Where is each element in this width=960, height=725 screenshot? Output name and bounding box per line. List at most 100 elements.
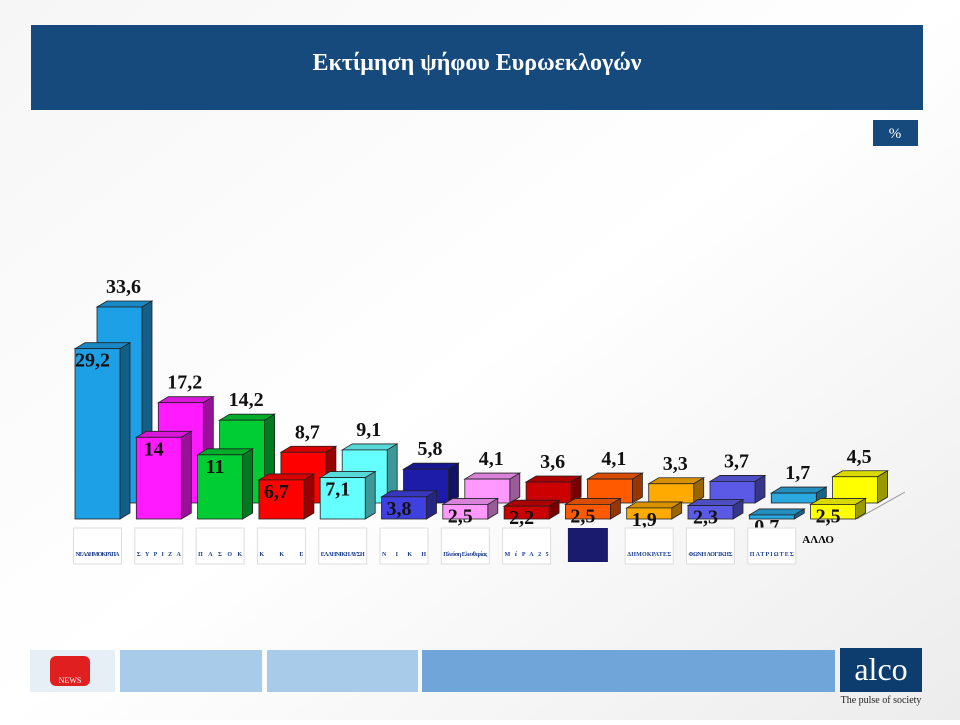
bar-side (303, 473, 315, 520)
value-label: 8,7 (295, 421, 320, 443)
category-label: ΕΛΛΗΝΙΚΗ ΛΥΣΗ (321, 552, 365, 558)
party-logo (318, 527, 368, 565)
bar-face (626, 507, 673, 520)
bar-face (810, 504, 856, 520)
news-logo (50, 656, 90, 686)
value-label: 3,7 (724, 450, 749, 472)
bar-face (197, 454, 244, 520)
value-label: 1,7 (785, 462, 810, 484)
bar-face (381, 496, 427, 520)
bar (625, 501, 684, 520)
party-logo (134, 527, 184, 565)
party-logo (686, 527, 735, 565)
bar-face (74, 348, 121, 520)
brand: alco (854, 651, 907, 687)
bar-side (119, 341, 131, 520)
category-label: Πλεύση Ελευθερίας (443, 550, 487, 558)
value-label: 3,6 (540, 451, 565, 473)
party-logo (73, 527, 122, 565)
unit-badge (873, 120, 918, 146)
value-label: 4,5 (847, 446, 872, 468)
bar (563, 497, 622, 520)
bar-side (180, 430, 192, 520)
bar (747, 508, 806, 520)
party-logo (440, 527, 490, 565)
value-label: 14,2 (229, 389, 264, 411)
bar-side (448, 462, 459, 504)
bar (708, 474, 767, 504)
brand-box (840, 648, 922, 692)
bar-face (319, 477, 366, 520)
bar (380, 490, 438, 520)
unit-text: % (889, 126, 902, 142)
value-label: 29,2 (75, 350, 110, 372)
floor-edge (856, 491, 906, 520)
value-label: 9,1 (356, 419, 381, 441)
value-label: 7,1 (325, 479, 350, 501)
value-label: 33,6 (106, 276, 141, 298)
value-label: 4,1 (601, 448, 626, 470)
bar-side (364, 470, 376, 520)
bar-face (503, 505, 550, 520)
bar (686, 498, 745, 520)
bar-side (242, 448, 254, 520)
bar-side (877, 470, 888, 504)
value-label: 2,5 (570, 505, 595, 527)
bar-face (258, 479, 305, 520)
party-logo (624, 527, 674, 565)
bar (524, 475, 583, 504)
value-label: 1,9 (632, 509, 657, 531)
value-label: 11 (206, 456, 225, 478)
bar (134, 430, 193, 520)
party-logo (502, 527, 552, 565)
bar (73, 341, 132, 520)
bar (318, 470, 377, 520)
footer-cell (267, 650, 418, 692)
value-label: 6,7 (264, 481, 289, 503)
bar (502, 499, 561, 520)
bar (809, 497, 868, 520)
value-label: 3,8 (387, 498, 412, 520)
footer-cell (422, 650, 835, 692)
bar-face (565, 504, 611, 520)
value-label: 5,8 (418, 438, 443, 460)
bar (585, 472, 644, 504)
bar (647, 477, 706, 504)
category-label: ΔΗΜΟΚΡΑΤΕΣ (627, 552, 671, 558)
title-bar (31, 25, 923, 110)
bar-face (648, 483, 695, 504)
party-logo (195, 527, 245, 565)
news-text: NEWS (59, 676, 82, 685)
party-logo (567, 528, 608, 562)
category-label: ΠΑΤΡΙΩΤΕΣ (750, 552, 794, 558)
bar-face (748, 514, 795, 520)
title: Εκτίμηση ψήφου Ευρωεκλογών (312, 50, 641, 76)
bar (769, 486, 828, 504)
bar-face (770, 492, 817, 504)
bar-face (135, 436, 182, 520)
bar (257, 473, 316, 520)
value-label: 2,5 (448, 505, 473, 527)
category-label: ΝΕΑ ΔΗΜΟΚΡΑΤΙΑ (76, 552, 121, 558)
bar-face (687, 505, 734, 520)
value-label: 2,3 (693, 507, 718, 529)
bar (196, 448, 255, 520)
footer-cell (120, 650, 262, 692)
tagline: The pulse of society (841, 695, 922, 706)
value-label: 14 (144, 438, 164, 460)
value-label: 2,2 (509, 507, 534, 529)
party-logo (379, 527, 429, 565)
category-label: ΦΩΝΗ ΛΟΓΙΚΗΣ (689, 552, 733, 558)
value-label: 2,5 (816, 505, 841, 527)
value-label: 4,1 (479, 448, 504, 470)
value-label: 3,3 (663, 453, 688, 475)
party-logo (747, 527, 797, 565)
category-label: ΚΚΕ (259, 552, 303, 558)
value-label: 17,2 (167, 372, 202, 394)
category-label: ΠΑΣΟΚ (198, 552, 242, 558)
party-logo (256, 527, 306, 565)
bar-face (442, 504, 489, 520)
bar (463, 472, 522, 504)
